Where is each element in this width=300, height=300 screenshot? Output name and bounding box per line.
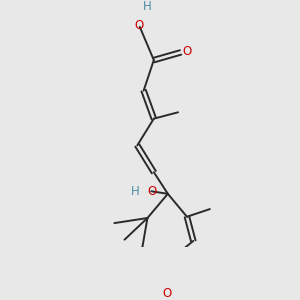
Text: H: H — [131, 185, 140, 198]
Text: O: O — [182, 45, 192, 58]
Text: O: O — [148, 185, 157, 198]
Text: H: H — [143, 0, 152, 13]
Text: O: O — [134, 19, 143, 32]
Text: O: O — [162, 286, 171, 300]
